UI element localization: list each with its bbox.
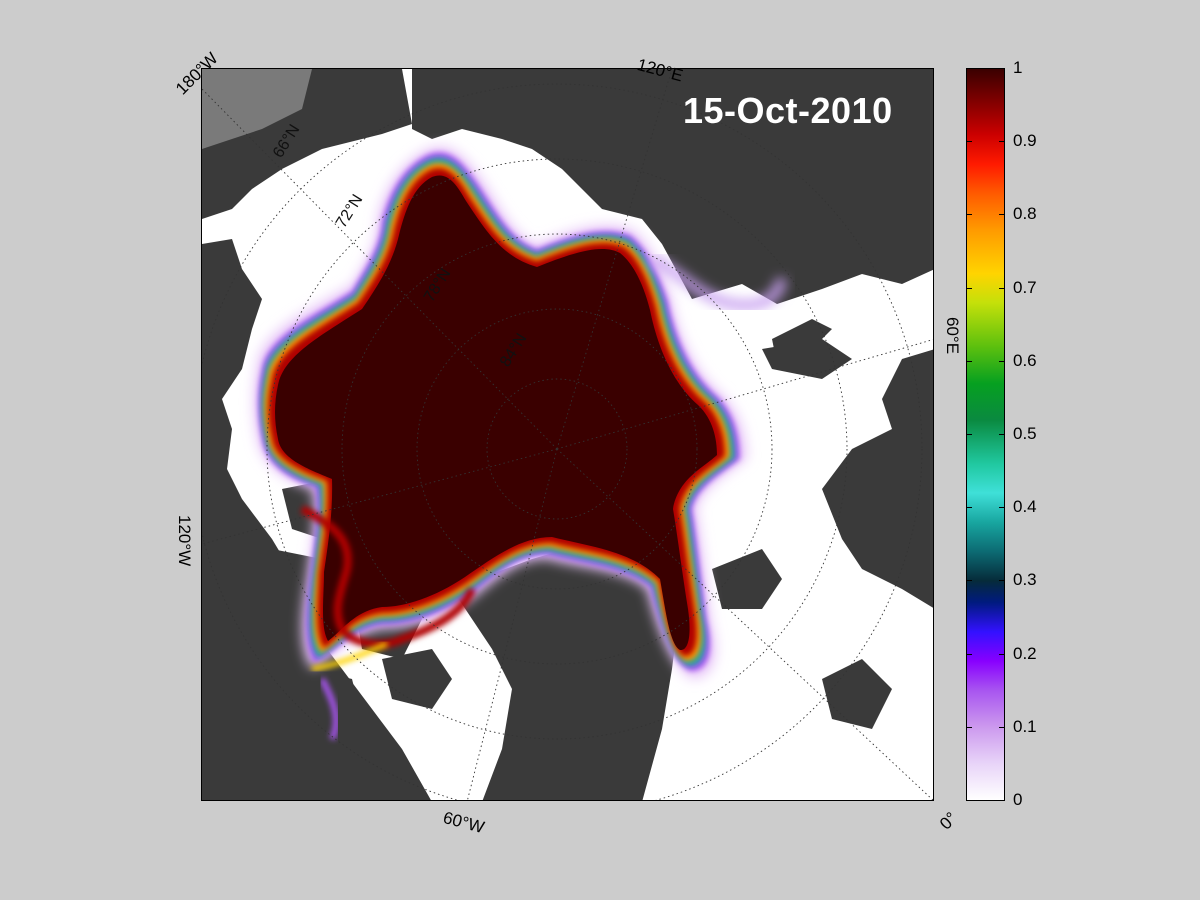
colorbar-tick bbox=[966, 653, 972, 655]
colorbar-tick bbox=[966, 434, 972, 435]
colorbar-tick bbox=[966, 507, 972, 509]
colorbar-label: 0.8 bbox=[1013, 204, 1037, 224]
colorbar-tick bbox=[966, 580, 972, 582]
colorbar-tick bbox=[999, 434, 1005, 435]
colorbar-label: 0.5 bbox=[1013, 424, 1037, 443]
colorbar-label: 0.7 bbox=[1013, 277, 1037, 297]
colorbar-tick bbox=[966, 287, 972, 289]
colorbar-tick bbox=[999, 507, 1005, 509]
land-mask-region bbox=[202, 69, 312, 149]
colorbar-tick bbox=[966, 141, 972, 143]
colorbar-label: 0.2 bbox=[1013, 643, 1037, 663]
colorbar-label: 0.3 bbox=[1013, 570, 1037, 590]
colorbar-tick bbox=[966, 360, 972, 362]
colorbar-tick bbox=[966, 68, 972, 69]
lon-label-60e: 60°E bbox=[943, 317, 962, 355]
colorbar-tick bbox=[966, 214, 972, 216]
colorbar-tick bbox=[999, 800, 1005, 801]
colorbar-label: 0.9 bbox=[1013, 131, 1037, 151]
sea-ice-map bbox=[201, 68, 934, 801]
colorbar-label: 0.6 bbox=[1013, 350, 1037, 370]
colorbar-tick bbox=[999, 214, 1005, 216]
colorbar-tick bbox=[999, 287, 1005, 289]
colorbar-label: 1 bbox=[1013, 58, 1023, 77]
colorbar-label: 0.4 bbox=[1013, 497, 1037, 517]
colorbar-label: 0 bbox=[1013, 790, 1023, 809]
lon-label-120w: 120°W bbox=[175, 515, 194, 567]
colorbar-tick bbox=[999, 68, 1005, 69]
colorbar-tick bbox=[966, 726, 972, 728]
lon-label-60w: 60°W bbox=[441, 808, 487, 838]
sea-ice bbox=[253, 146, 787, 741]
graticule bbox=[202, 69, 933, 800]
date-title: 15-Oct-2010 bbox=[683, 90, 893, 131]
colorbar-tick bbox=[966, 800, 972, 801]
colorbar-tick bbox=[999, 653, 1005, 655]
colorbar-tick bbox=[999, 360, 1005, 362]
polar-projection bbox=[202, 69, 933, 800]
colorbar-label: 0.1 bbox=[1013, 716, 1037, 736]
lon-label-0: 0° bbox=[936, 808, 961, 834]
colorbar-tick bbox=[999, 580, 1005, 582]
colorbar-tick bbox=[999, 726, 1005, 728]
colorbar-tick bbox=[999, 141, 1005, 143]
